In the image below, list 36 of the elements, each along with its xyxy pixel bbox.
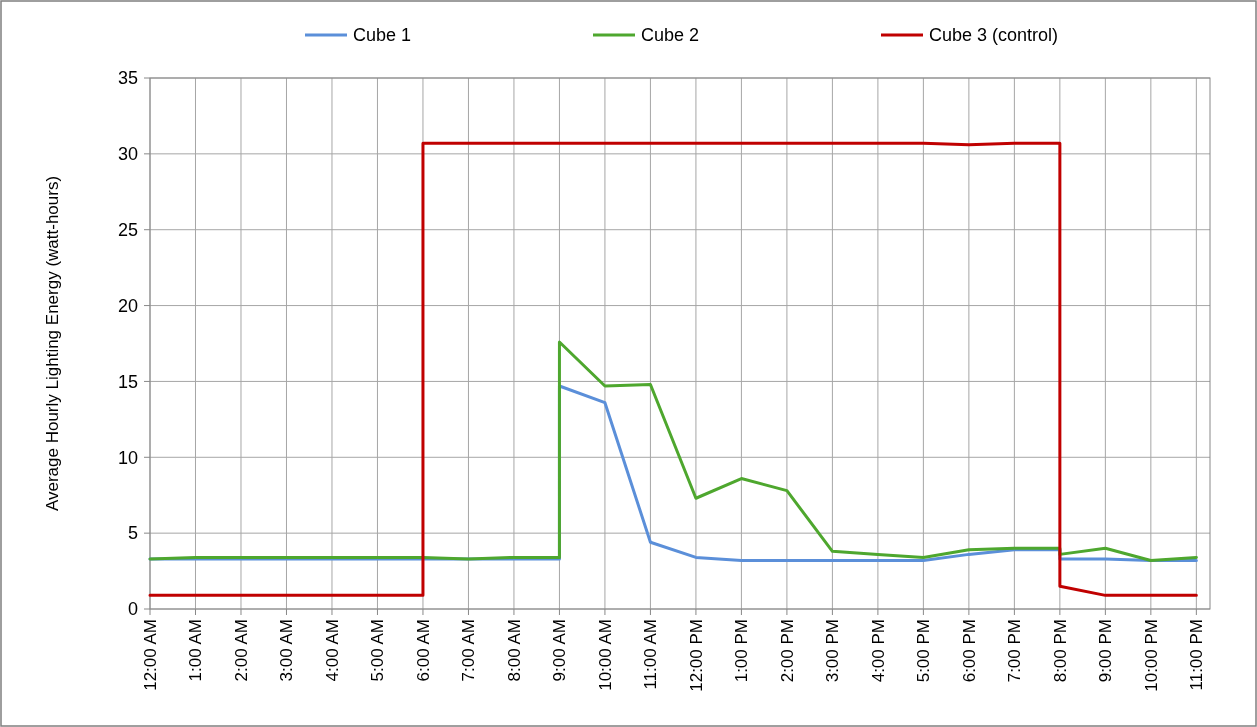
x-tick-label: 1:00 PM [732,619,752,683]
x-tick-label: 5:00 PM [914,619,934,683]
x-tick-label: 11:00 PM [1187,619,1207,691]
y-tick-label: 30 [117,144,138,165]
x-tick-label: 2:00 AM [231,619,251,682]
x-tick-label: 4:00 AM [322,619,342,682]
x-tick-label: 8:00 AM [504,619,524,682]
x-tick-label: 7:00 PM [1005,619,1025,683]
x-tick-label: 8:00 PM [1050,619,1070,683]
x-tick-label: 5:00 AM [368,619,388,682]
y-tick-label: 15 [117,371,138,392]
y-tick-label: 5 [127,523,138,544]
y-tick-label: 10 [117,447,138,468]
x-tick-label: 12:00 PM [686,619,706,692]
x-tick-label: 2:00 PM [777,619,797,683]
legend-label: Cube 2 [641,25,700,46]
x-tick-label: 1:00 AM [186,619,206,682]
y-tick-label: 0 [127,599,138,620]
y-axis-title: Average Hourly Lighting Energy (watt-hours) [43,175,62,512]
x-tick-label: 6:00 PM [959,619,979,683]
y-tick-label: 20 [117,295,138,316]
legend-label: Cube 1 [353,25,412,46]
x-tick-label: 10:00 PM [1141,619,1161,692]
x-tick-label: 10:00 AM [595,619,615,691]
x-tick-label: 6:00 AM [413,619,433,682]
y-tick-label: 25 [117,220,138,241]
x-tick-label: 12:00 AM [140,619,160,691]
x-tick-label: 9:00 PM [1096,619,1116,683]
y-tick-label: 35 [117,68,138,89]
x-tick-label: 7:00 AM [459,619,479,682]
x-tick-label: 9:00 AM [550,619,570,682]
x-tick-label: 11:00 AM [641,619,661,690]
legend-label: Cube 3 (control) [929,25,1059,46]
x-tick-label: 3:00 PM [823,619,843,683]
x-tick-label: 4:00 PM [868,619,888,683]
x-tick-label: 3:00 AM [277,619,297,682]
